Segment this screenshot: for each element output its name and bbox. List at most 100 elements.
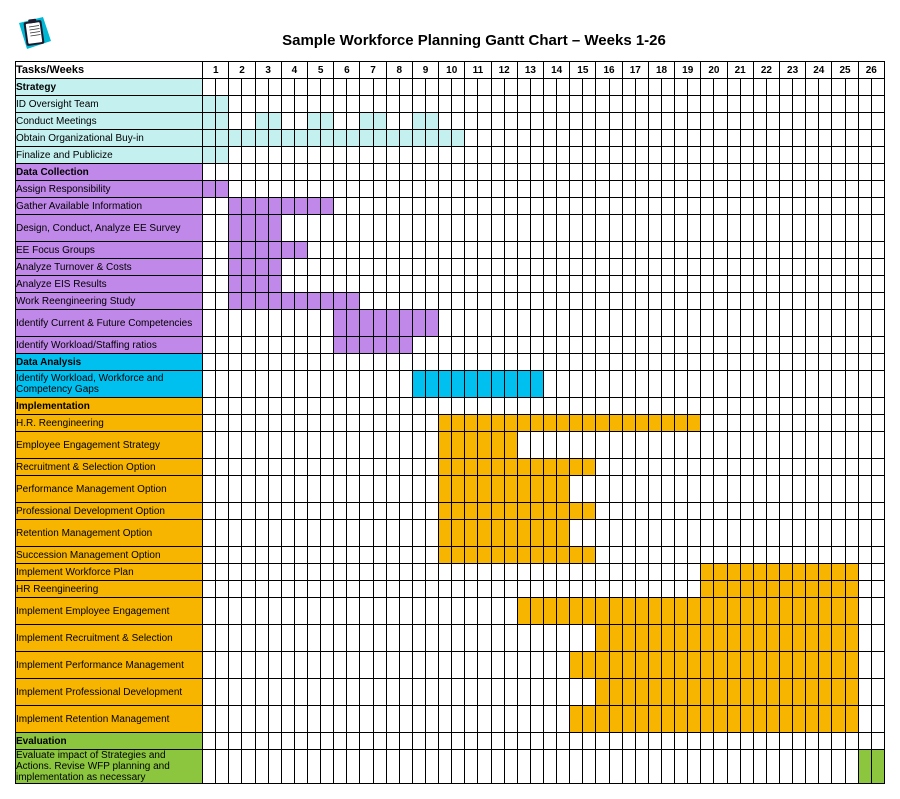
gantt-cell (308, 130, 321, 147)
gantt-cell (622, 198, 635, 215)
gantt-cell (452, 79, 465, 96)
gantt-cell (321, 198, 334, 215)
gantt-cell (766, 476, 779, 503)
gantt-cell (544, 625, 557, 652)
gantt-cell (779, 181, 792, 198)
gantt-cell (399, 96, 412, 113)
gantt-cell (766, 547, 779, 564)
gantt-cell (530, 164, 543, 181)
gantt-cell (635, 432, 648, 459)
gantt-cell (648, 415, 661, 432)
gantt-cell (845, 147, 858, 164)
gantt-cell (530, 547, 543, 564)
gantt-cell (334, 598, 347, 625)
gantt-cell (806, 310, 819, 337)
gantt-cell (858, 625, 871, 652)
gantt-cell (688, 432, 701, 459)
gantt-cell (439, 337, 452, 354)
gantt-cell (465, 276, 478, 293)
gantt-cell (727, 215, 740, 242)
gantt-cell (321, 113, 334, 130)
gantt-cell (635, 259, 648, 276)
gantt-cell (504, 459, 517, 476)
gantt-cell (583, 476, 596, 503)
gantt-cell (753, 354, 766, 371)
gantt-cell (819, 598, 832, 625)
gantt-cell (544, 679, 557, 706)
gantt-cell (412, 652, 425, 679)
gantt-cell (294, 242, 307, 259)
gantt-cell (294, 564, 307, 581)
gantt-cell (753, 96, 766, 113)
gantt-cell (845, 96, 858, 113)
gantt-cell (386, 215, 399, 242)
gantt-cell (478, 679, 491, 706)
gantt-cell (832, 598, 845, 625)
gantt-cell (635, 354, 648, 371)
gantt-cell (478, 164, 491, 181)
gantt-cell (439, 679, 452, 706)
gantt-cell (544, 337, 557, 354)
gantt-cell (727, 547, 740, 564)
tasks-weeks-header: Tasks/Weeks (16, 62, 203, 79)
task-label: Performance Management Option (16, 476, 203, 503)
gantt-cell (622, 459, 635, 476)
gantt-cell (229, 147, 242, 164)
gantt-cell (386, 581, 399, 598)
gantt-cell (648, 503, 661, 520)
gantt-cell (740, 598, 753, 625)
gantt-cell (596, 706, 609, 733)
gantt-cell (793, 215, 806, 242)
gantt-cell (675, 476, 688, 503)
gantt-cell (491, 581, 504, 598)
gantt-cell (740, 354, 753, 371)
gantt-cell (216, 415, 229, 432)
gantt-cell (281, 215, 294, 242)
gantt-cell (806, 398, 819, 415)
gantt-cell (281, 130, 294, 147)
gantt-cell (753, 242, 766, 259)
gantt-cell (609, 520, 622, 547)
task-label: EE Focus Groups (16, 242, 203, 259)
gantt-cell (740, 520, 753, 547)
gantt-cell (858, 242, 871, 259)
gantt-cell (609, 415, 622, 432)
gantt-cell (426, 415, 439, 432)
gantt-cell (740, 750, 753, 784)
gantt-cell (806, 598, 819, 625)
gantt-cell (452, 652, 465, 679)
gantt-cell (622, 181, 635, 198)
gantt-cell (242, 415, 255, 432)
gantt-cell (478, 520, 491, 547)
gantt-cell (688, 652, 701, 679)
gantt-cell (308, 147, 321, 164)
gantt-cell (373, 652, 386, 679)
gantt-cell (294, 96, 307, 113)
gantt-cell (504, 198, 517, 215)
gantt-cell (544, 276, 557, 293)
gantt-cell (727, 181, 740, 198)
gantt-cell (609, 113, 622, 130)
gantt-cell (871, 503, 884, 520)
gantt-cell (517, 598, 530, 625)
gantt-cell (478, 652, 491, 679)
gantt-cell (268, 750, 281, 784)
gantt-cell (203, 520, 216, 547)
gantt-cell (478, 398, 491, 415)
gantt-cell (465, 242, 478, 259)
gantt-cell (766, 432, 779, 459)
gantt-cell (832, 398, 845, 415)
gantt-cell (793, 625, 806, 652)
task-label: Conduct Meetings (16, 113, 203, 130)
gantt-cell (347, 259, 360, 276)
gantt-cell (714, 652, 727, 679)
gantt-cell (255, 164, 268, 181)
gantt-cell (740, 459, 753, 476)
gantt-cell (203, 679, 216, 706)
gantt-cell (242, 547, 255, 564)
gantt-cell (255, 581, 268, 598)
gantt-cell (570, 130, 583, 147)
gantt-cell (517, 679, 530, 706)
gantt-cell (779, 679, 792, 706)
gantt-cell (439, 310, 452, 337)
